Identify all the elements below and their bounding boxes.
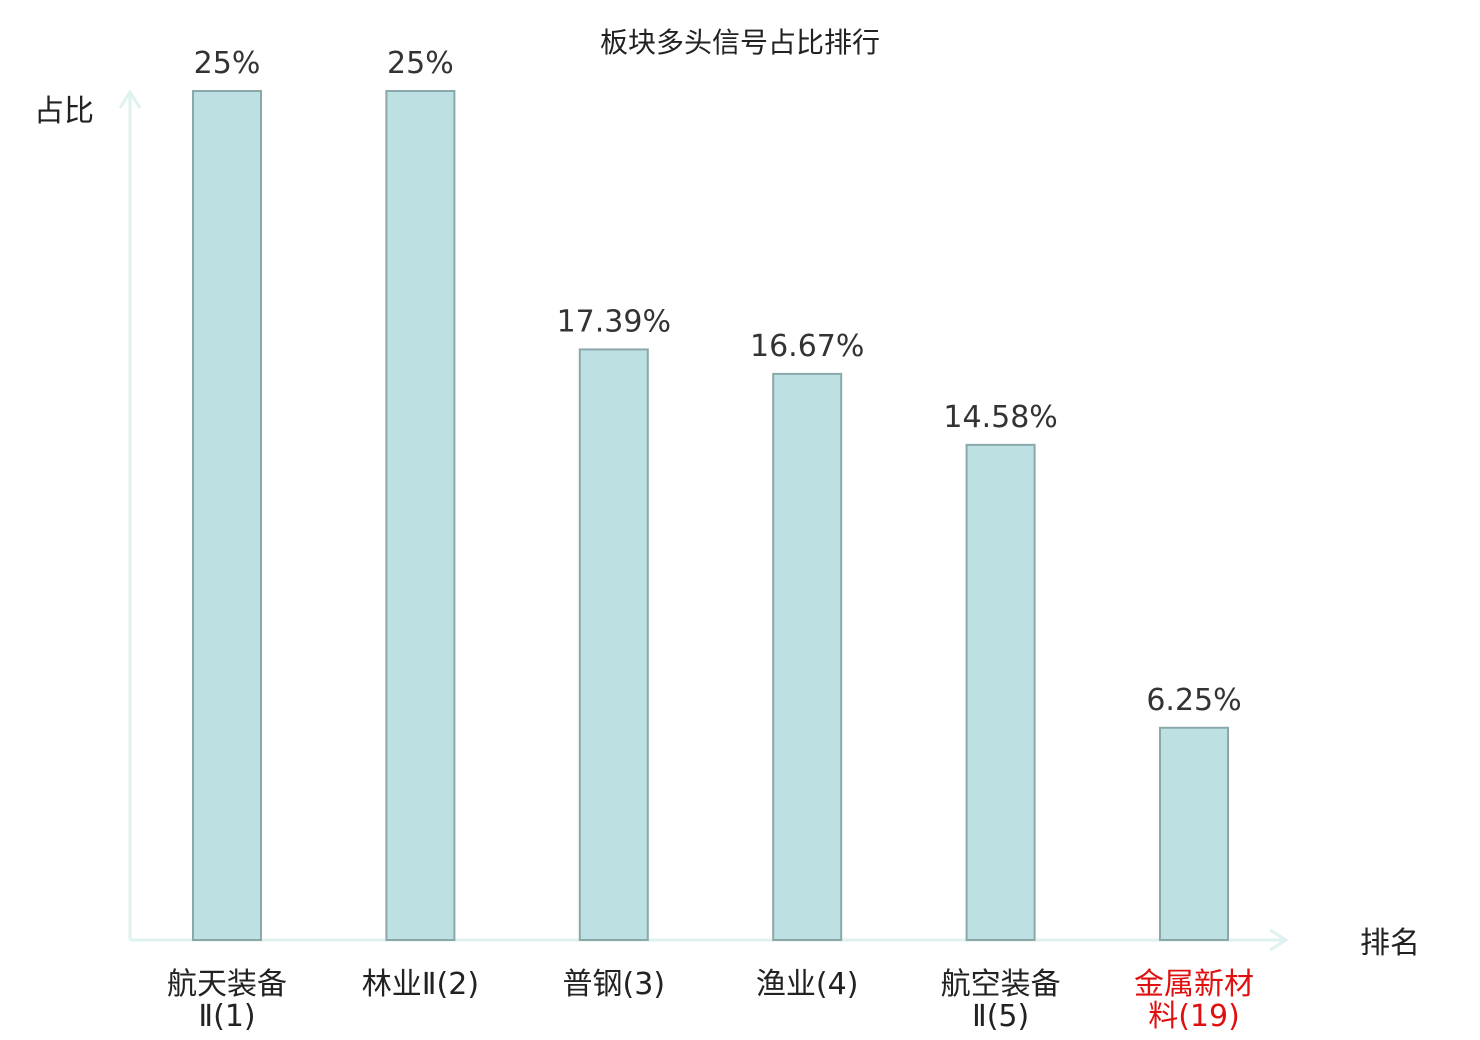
value-label: 17.39% xyxy=(557,304,671,339)
bar xyxy=(1159,726,1229,941)
category-label: 航天装备 xyxy=(167,967,287,1002)
category-label: 航空装备 xyxy=(941,967,1061,1002)
category-label: Ⅱ(5) xyxy=(972,999,1029,1034)
category-label: 渔业(4) xyxy=(756,967,859,1002)
y-axis-label: 占比 xyxy=(34,94,94,129)
value-label: 16.67% xyxy=(750,329,864,364)
chart-title: 板块多头信号占比排行 xyxy=(600,26,880,59)
value-label: 14.58% xyxy=(943,400,1057,435)
value-label: 25% xyxy=(387,46,454,81)
bar xyxy=(578,348,649,941)
category-label: 林业Ⅱ(2) xyxy=(362,967,479,1002)
x-axis-label: 排名 xyxy=(1360,926,1420,961)
bar xyxy=(192,90,262,941)
category-label: Ⅱ(1) xyxy=(198,999,255,1034)
bar xyxy=(772,372,843,942)
x-axis-arrow xyxy=(1269,928,1289,952)
category-label: 金属新材 xyxy=(1134,967,1254,1002)
value-label: 25% xyxy=(194,46,261,81)
category-label: 普钢(3) xyxy=(563,967,666,1002)
bar xyxy=(965,443,1036,941)
category-label: 料(19) xyxy=(1148,999,1240,1034)
bar xyxy=(385,90,456,941)
value-label: 6.25% xyxy=(1146,683,1241,718)
y-axis-arrow xyxy=(118,89,142,109)
